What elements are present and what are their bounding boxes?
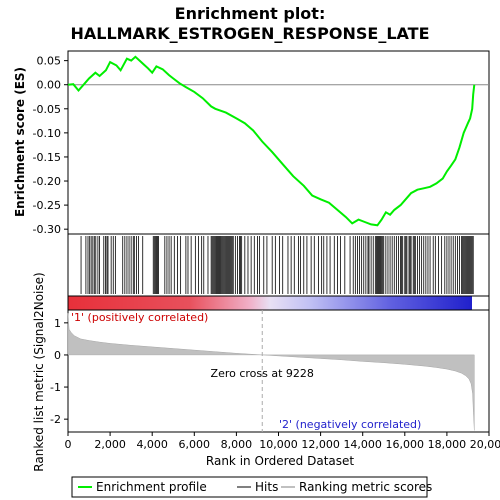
positive-correlated-label: '1' (positively correlated) [71, 311, 208, 324]
x-tick-label: 8,000 [221, 438, 253, 451]
hits-ticks [80, 236, 474, 294]
es-y-tick-label: -0.20 [33, 175, 61, 188]
es-y-axis-title: Enrichment score (ES) [13, 67, 27, 217]
es-y-tick-label: -0.30 [33, 223, 61, 236]
x-axis-title: Rank in Ordered Dataset [206, 454, 354, 468]
chart-title-line2: HALLMARK_ESTROGEN_RESPONSE_LATE [70, 24, 429, 43]
x-tick-label: 2,000 [94, 438, 126, 451]
es-y-tick-label: -0.10 [33, 127, 61, 140]
negative-correlated-label: '2' (negatively correlated) [279, 418, 421, 431]
zero-cross-label: Zero cross at 9228 [211, 367, 314, 380]
x-tick-label: 14,000 [343, 438, 382, 451]
x-tick-label: 20,000 [470, 438, 500, 451]
x-tick-label: 18,000 [428, 438, 467, 451]
x-tick-label: 12,000 [301, 438, 340, 451]
x-tick-label: 10,000 [259, 438, 298, 451]
rank-colorbar [68, 296, 472, 310]
metric-y-axis: 1 0 -1 -2 [50, 317, 68, 426]
metric-y-tick-label: -1 [50, 381, 61, 394]
es-y-tick-label: -0.05 [33, 103, 61, 116]
enrichment-profile-line [67, 55, 476, 227]
x-tick-label: 6,000 [179, 438, 211, 451]
legend-hits-label: Hits [255, 480, 278, 494]
legend-metric-label: Ranking metric scores [299, 480, 432, 494]
x-tick-label: 16,000 [386, 438, 425, 451]
x-axis: 0 2,000 4,000 6,000 8,000 10,000 12,000 14,000 1… [65, 432, 500, 451]
es-y-tick-label: 0.05 [37, 55, 62, 68]
metric-y-tick-label: 0 [54, 349, 61, 362]
x-tick-label: 0 [65, 438, 72, 451]
es-y-tick-label: -0.15 [33, 151, 61, 164]
es-panel [67, 50, 490, 235]
es-y-tick-label: -0.25 [33, 199, 61, 212]
chart-title-line1: Enrichment plot: [175, 4, 326, 23]
metric-y-tick-label: 1 [54, 317, 61, 330]
metric-y-axis-title: Ranked list metric (Signal2Noise) [32, 272, 46, 471]
metric-y-tick-label: -2 [50, 413, 61, 426]
es-y-axis: 0.05 0.00 -0.05 -0.10 -0.15 -0.20 -0.25 -0.30 [33, 55, 68, 236]
es-y-tick-label: 0.00 [37, 79, 62, 92]
ranking-metric-area [67, 313, 475, 431]
x-tick-label: 4,000 [136, 438, 168, 451]
legend-enrichment-label: Enrichment profile [96, 480, 207, 494]
